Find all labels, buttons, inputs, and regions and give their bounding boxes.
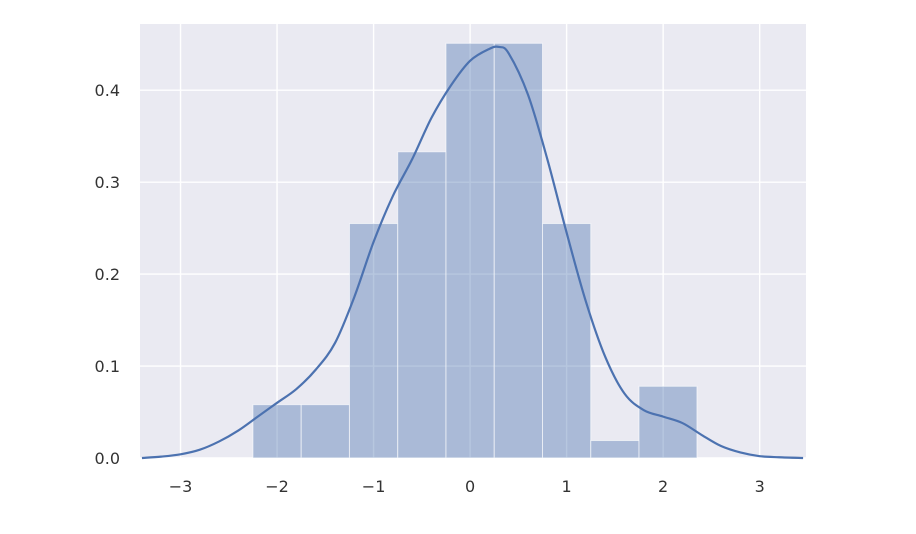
- y-axis-ticks: 0.0 0.1 0.2 0.3 0.4: [95, 81, 120, 468]
- histogram-bar: [638, 385, 698, 459]
- histogram-bar: [493, 42, 543, 459]
- y-tick-label: 0.2: [95, 265, 120, 284]
- y-tick-label: 0.0: [95, 449, 120, 468]
- x-tick-label: −2: [265, 477, 289, 496]
- histogram-bar: [445, 42, 495, 459]
- y-tick-label: 0.4: [95, 81, 120, 100]
- plot-background: [140, 24, 806, 458]
- x-tick-label: 1: [562, 477, 572, 496]
- y-tick-label: 0.1: [95, 357, 120, 376]
- kde-line: [141, 45, 804, 460]
- x-axis-ticks: −3 −2 −1 0 1 2 3: [169, 477, 765, 496]
- x-tick-label: −1: [362, 477, 386, 496]
- x-tick-label: −3: [169, 477, 193, 496]
- x-tick-label: 0: [465, 477, 475, 496]
- x-tick-label: 3: [755, 477, 765, 496]
- y-tick-label: 0.3: [95, 173, 120, 192]
- histogram-bar: [300, 404, 350, 459]
- histogram-bar: [590, 440, 640, 459]
- histogram-bar: [252, 404, 302, 459]
- histogram-bar: [348, 223, 399, 459]
- x-tick-label: 2: [658, 477, 668, 496]
- histogram-bar: [541, 223, 592, 459]
- histogram-bar: [397, 151, 447, 459]
